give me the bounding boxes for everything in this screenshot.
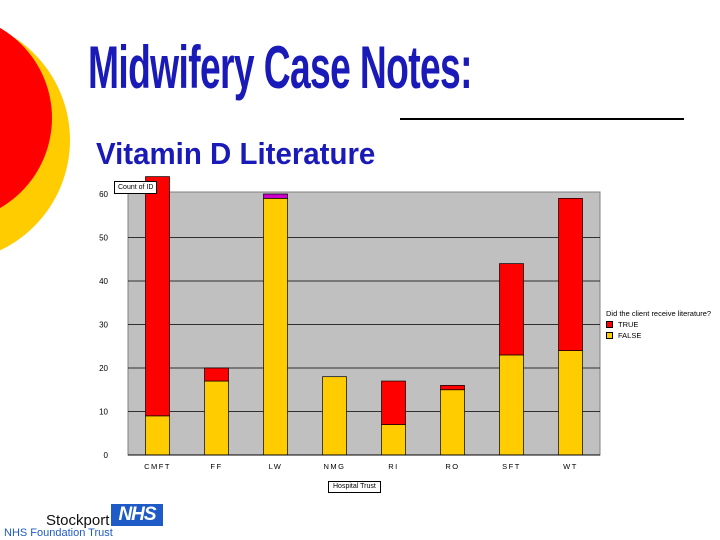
y-tick-label-0: 0 bbox=[104, 451, 109, 460]
bar-ro-true bbox=[440, 385, 465, 391]
x-tick-label-cmft: CMFT bbox=[144, 462, 171, 471]
decorative-circles bbox=[0, 27, 70, 251]
bar-lw-false bbox=[263, 198, 288, 456]
slide-subtitle: Vitamin D Literature bbox=[96, 136, 376, 171]
bar-sft-false bbox=[499, 354, 524, 456]
bar-wt-false bbox=[558, 350, 583, 456]
bars bbox=[145, 176, 583, 456]
legend-label-true: TRUE bbox=[618, 320, 639, 329]
y-tick-label-30: 30 bbox=[99, 321, 108, 330]
legend-swatch-false bbox=[606, 332, 613, 339]
logo-subline: NHS Foundation Trust bbox=[4, 527, 113, 539]
y-tick-label-top: 60 bbox=[99, 190, 108, 199]
legend-swatch-true bbox=[606, 321, 613, 328]
x-tick-label-lw: LW bbox=[269, 462, 283, 471]
bar-nmg-false bbox=[322, 376, 347, 456]
bar-ff-false bbox=[204, 380, 229, 456]
plot-area bbox=[127, 191, 601, 456]
x-tick-label-nmg: NMG bbox=[324, 462, 346, 471]
bar-ff-true bbox=[204, 367, 229, 382]
y-axis-ticks: 0 10 20 30 40 50 60 bbox=[99, 190, 108, 460]
x-tick-label-sft: SFT bbox=[502, 462, 521, 471]
x-tick-label-ro: RO bbox=[445, 462, 459, 471]
y-tick-label-50: 50 bbox=[99, 234, 108, 243]
x-tick-label-wt: WT bbox=[563, 462, 578, 471]
x-tick-label-ri: RI bbox=[388, 462, 399, 471]
bar-ri-false bbox=[381, 424, 406, 456]
nhs-badge: NHS bbox=[111, 504, 163, 526]
legend-label-false: FALSE bbox=[618, 331, 642, 340]
bar-sft-true bbox=[499, 263, 524, 356]
bar-cmft-false bbox=[145, 415, 170, 456]
legend-title: Did the client receive literature? bbox=[606, 309, 712, 318]
y-tick-label-10: 10 bbox=[99, 408, 108, 417]
legend-item-false: FALSE bbox=[606, 330, 711, 341]
bar-ro-false bbox=[440, 389, 465, 456]
x-tick-label-ff: FF bbox=[210, 462, 222, 471]
slide-title: Midwifery Case Notes: bbox=[88, 34, 473, 101]
bar-lw-extra bbox=[263, 193, 288, 199]
bar-wt-true bbox=[558, 198, 583, 351]
x-axis-tick-labels: CMFT FF LW NMG RI RO SFT WT bbox=[144, 462, 578, 471]
bar-ri-true bbox=[381, 380, 406, 425]
red-circle bbox=[0, 27, 52, 209]
bar-cmft-true bbox=[145, 176, 170, 417]
legend-item-true: TRUE bbox=[606, 319, 711, 330]
count-of-id-field-button[interactable]: Count of ID bbox=[114, 181, 158, 194]
logo-word: Stockport bbox=[46, 512, 110, 529]
title-underline bbox=[400, 118, 684, 120]
y-tick-label-20: 20 bbox=[99, 364, 108, 373]
chart-legend: Did the client receive literature? TRUE … bbox=[606, 308, 711, 341]
hospital-trust-field-button[interactable]: Hospital Trust bbox=[328, 481, 381, 493]
nhs-trust-logo: Stockport NHS NHS Foundation Trust bbox=[4, 502, 164, 540]
y-tick-label-40: 40 bbox=[99, 277, 108, 286]
